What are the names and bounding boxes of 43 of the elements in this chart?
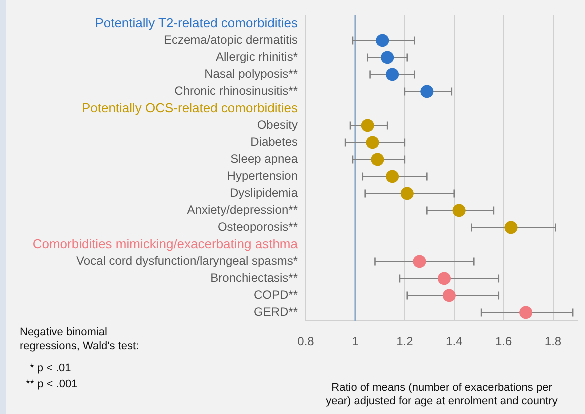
point — [442, 289, 456, 302]
x-tick-label: 1.2 — [396, 334, 414, 349]
y-tick-label: Chronic rhinosinusitis** — [174, 84, 298, 98]
point — [386, 68, 400, 82]
y-tick-label: Comorbidities mimicking/exacerbating asthma — [32, 236, 299, 252]
point — [381, 51, 394, 64]
text: ** p < .001 — [26, 378, 78, 391]
x-tick-label: 0.8 — [298, 334, 315, 349]
point — [376, 34, 390, 48]
y-tick-label: Osteoporosis** — [218, 220, 298, 234]
y-tick-label: Diabetes — [250, 135, 298, 150]
y-tick-label: Eczema/atopic dermatitis — [164, 33, 298, 48]
text: Negative binomial regressions, Wald's test: — [20, 326, 140, 353]
y-tick-label: Nasal polyposis** — [204, 67, 298, 82]
y-tick-label: Obesity — [257, 118, 298, 132]
y-tick-label: Potentially OCS-related comorbidities — [82, 100, 298, 116]
x-tick-label: 1 — [352, 334, 360, 349]
point — [413, 255, 426, 268]
y-tick-label: Allergic rhinitis* — [216, 50, 298, 64]
point — [386, 170, 400, 184]
text: * p < .01 — [30, 362, 72, 375]
x-tick-label: 1.6 — [495, 334, 512, 349]
x-tick-label: 1.8 — [544, 334, 562, 349]
x-tick-label: 1.4 — [446, 334, 464, 349]
point — [438, 272, 451, 286]
point — [420, 85, 434, 98]
y-tick-label: Anxiety/depression** — [187, 203, 298, 218]
x-axis-title: Ratio of means (number of exacerbations per year) adjusted for age at enrolment and country — [326, 382, 558, 408]
y-tick-label: Bronchiectasis** — [210, 271, 298, 286]
y-tick-label: Hypertension — [227, 169, 298, 184]
point — [504, 221, 518, 234]
point — [371, 153, 384, 166]
y-tick-label: Vocal cord dysfunction/laryngeal spasms* — [76, 254, 298, 268]
point — [400, 187, 414, 200]
y-tick-label: GERD** — [254, 305, 298, 320]
y-tick-label: Sleep apnea — [230, 152, 298, 166]
point — [452, 204, 466, 218]
y-tick-label: Dyslipidemia — [230, 186, 298, 200]
point — [361, 119, 374, 132]
point — [520, 306, 533, 320]
y-tick-label: COPD** — [254, 288, 298, 302]
point — [366, 136, 380, 150]
y-tick-label: Potentially T2-related comorbidities — [95, 15, 298, 30]
